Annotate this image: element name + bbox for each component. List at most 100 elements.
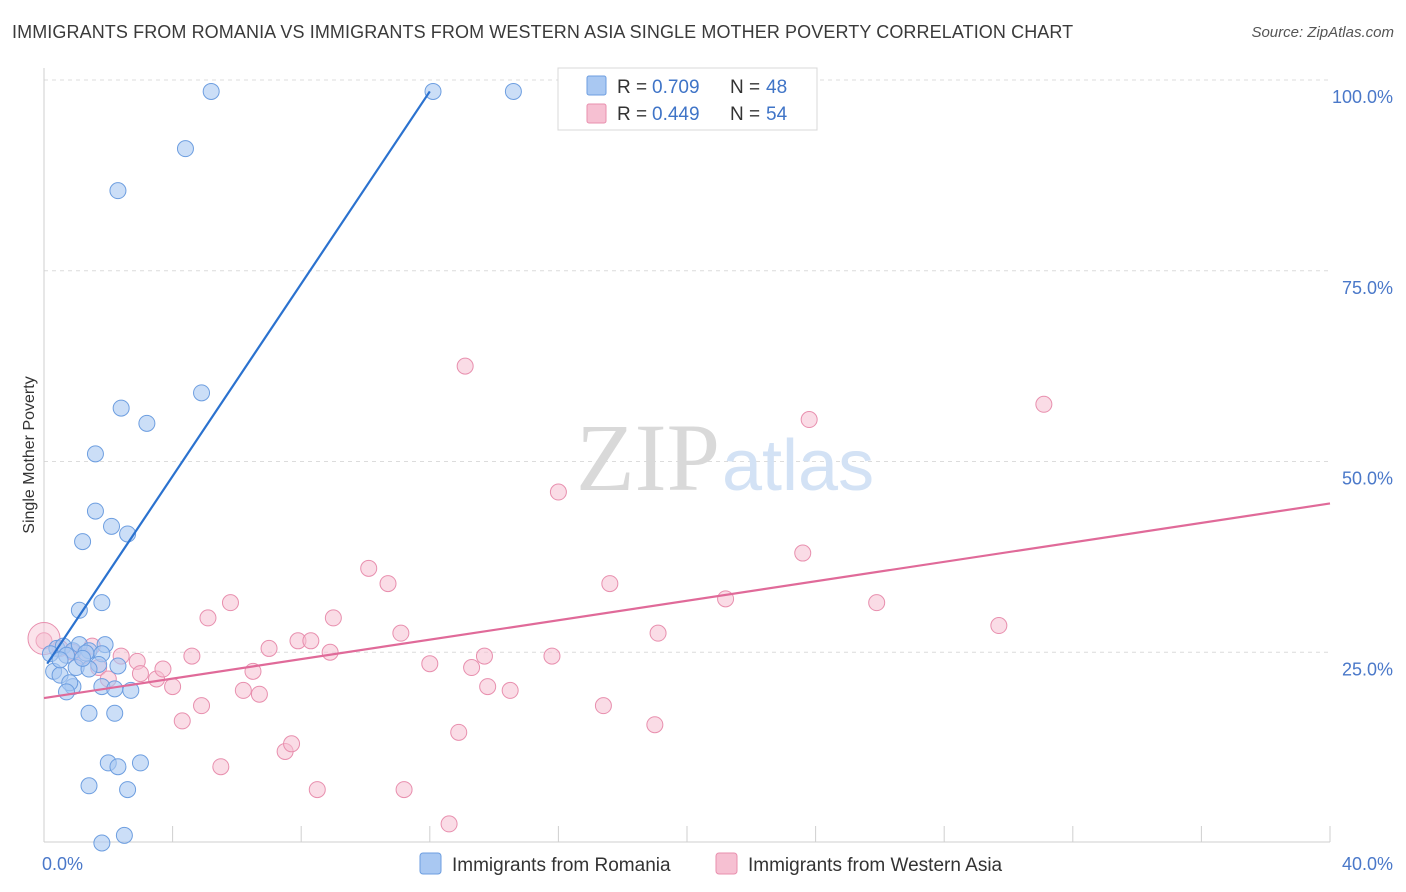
legend-swatch-western-asia <box>586 103 607 124</box>
point-western-asia-41 <box>549 483 567 501</box>
point-western-asia-37 <box>475 647 493 665</box>
point-romania-41 <box>131 754 149 772</box>
point-romania-28 <box>109 657 127 675</box>
y-tick-label-3: 100.0% <box>1332 87 1393 107</box>
point-romania-40 <box>109 758 127 776</box>
point-western-asia-27 <box>324 609 342 627</box>
point-western-asia-15 <box>212 758 230 776</box>
point-western-asia-22 <box>283 735 301 753</box>
y-tick-label-0: 25.0% <box>1342 659 1393 679</box>
watermark-zip: ZIP <box>576 404 720 511</box>
series-legend-label-romania: Immigrants from Romania <box>452 855 671 876</box>
axes <box>43 68 1331 843</box>
legend-swatch-romania <box>586 75 607 96</box>
y-tick-label-1: 50.0% <box>1342 469 1393 489</box>
point-western-asia-48 <box>800 411 818 429</box>
legend-n-value-western-asia: 54 <box>766 104 788 125</box>
point-romania-7 <box>138 414 156 432</box>
point-romania-43 <box>119 781 137 799</box>
y-tick-labels: 25.0% 50.0% 75.0% 100.0% <box>1332 87 1393 679</box>
legend-r-label-western-asia: R = <box>617 104 647 125</box>
trend-line-western-asia <box>43 502 1331 700</box>
legend-n-label-romania: N = <box>730 77 760 98</box>
point-romania-38 <box>106 704 124 722</box>
series-legend-swatch-western-asia <box>715 852 738 875</box>
point-western-asia-32 <box>421 655 439 673</box>
point-western-asia-29 <box>379 575 397 593</box>
point-western-asia-47 <box>794 544 812 562</box>
point-western-asia-44 <box>649 624 667 642</box>
point-romania-10 <box>103 517 121 535</box>
trend-lines <box>43 90 1331 700</box>
gridlines <box>44 79 1330 653</box>
point-western-asia-36 <box>463 659 481 677</box>
point-western-asia-25 <box>308 781 326 799</box>
point-western-asia-50 <box>1035 395 1053 413</box>
point-western-asia-16 <box>221 594 239 612</box>
point-western-asia-13 <box>193 697 211 715</box>
point-romania-12 <box>74 533 92 551</box>
stats-legend: R = 0.709 N = 48 R = 0.449 N = 54 <box>557 67 818 131</box>
point-romania-45 <box>93 834 111 852</box>
point-western-asia-11 <box>173 712 191 730</box>
legend-r-value-western-asia: 0.449 <box>652 104 700 125</box>
point-romania-37 <box>80 704 98 722</box>
point-western-asia-42 <box>594 697 612 715</box>
x-tick-label-0: 0.0% <box>42 854 83 874</box>
point-western-asia-9 <box>154 660 172 678</box>
point-western-asia-38 <box>479 678 497 696</box>
point-western-asia-45 <box>646 716 664 734</box>
series-legend-swatch-romania <box>419 852 442 875</box>
point-western-asia-33 <box>440 815 458 833</box>
point-western-asia-43 <box>601 575 619 593</box>
y-axis-title: Single Mother Poverty <box>21 376 38 533</box>
point-romania-3 <box>176 140 194 158</box>
point-romania-13 <box>93 594 111 612</box>
point-romania-47 <box>74 649 92 667</box>
point-romania-42 <box>80 777 98 795</box>
point-western-asia-40 <box>543 647 561 665</box>
point-western-asia-30 <box>392 624 410 642</box>
point-western-asia-34 <box>450 723 468 741</box>
point-western-asia-19 <box>250 685 268 703</box>
point-romania-0 <box>202 82 220 100</box>
x-tick-label-1: 40.0% <box>1342 854 1393 874</box>
point-western-asia-12 <box>183 647 201 665</box>
point-western-asia-39 <box>501 681 519 699</box>
point-romania-9 <box>86 502 104 520</box>
series-legend: Immigrants from Romania Immigrants from … <box>419 852 1003 876</box>
point-romania-35 <box>58 683 76 701</box>
series-western-asia-points <box>27 357 1053 833</box>
series-romania-points <box>41 82 522 852</box>
legend-n-label-western-asia: N = <box>730 104 760 125</box>
chart-source: Source: ZipAtlas.com <box>1251 24 1394 41</box>
point-western-asia-17 <box>234 681 252 699</box>
point-western-asia-7 <box>131 665 149 683</box>
point-romania-14 <box>70 601 88 619</box>
point-western-asia-14 <box>199 609 217 627</box>
trend-line-romania <box>46 90 431 665</box>
watermark-atlas: atlas <box>722 426 874 506</box>
y-tick-label-2: 75.0% <box>1342 278 1393 298</box>
point-western-asia-31 <box>395 781 413 799</box>
point-romania-5 <box>193 384 211 402</box>
point-romania-8 <box>86 445 104 463</box>
legend-r-value-romania: 0.709 <box>652 77 700 98</box>
point-western-asia-24 <box>302 632 320 650</box>
x-tick-labels: 0.0% 40.0% <box>42 854 1393 874</box>
point-romania-2 <box>504 82 522 100</box>
point-romania-46 <box>51 651 69 669</box>
point-romania-6 <box>112 399 130 417</box>
legend-n-value-romania: 48 <box>766 77 787 98</box>
point-western-asia-20 <box>260 639 278 657</box>
chart-title: IMMIGRANTS FROM ROMANIA VS IMMIGRANTS FR… <box>12 22 1074 42</box>
point-western-asia-35 <box>456 357 474 375</box>
point-western-asia-10 <box>164 678 182 696</box>
point-western-asia-51 <box>990 617 1008 635</box>
point-romania-4 <box>109 182 127 200</box>
series-legend-label-western-asia: Immigrants from Western Asia <box>748 855 1003 876</box>
point-romania-44 <box>115 826 133 844</box>
legend-r-label-romania: R = <box>617 77 647 98</box>
